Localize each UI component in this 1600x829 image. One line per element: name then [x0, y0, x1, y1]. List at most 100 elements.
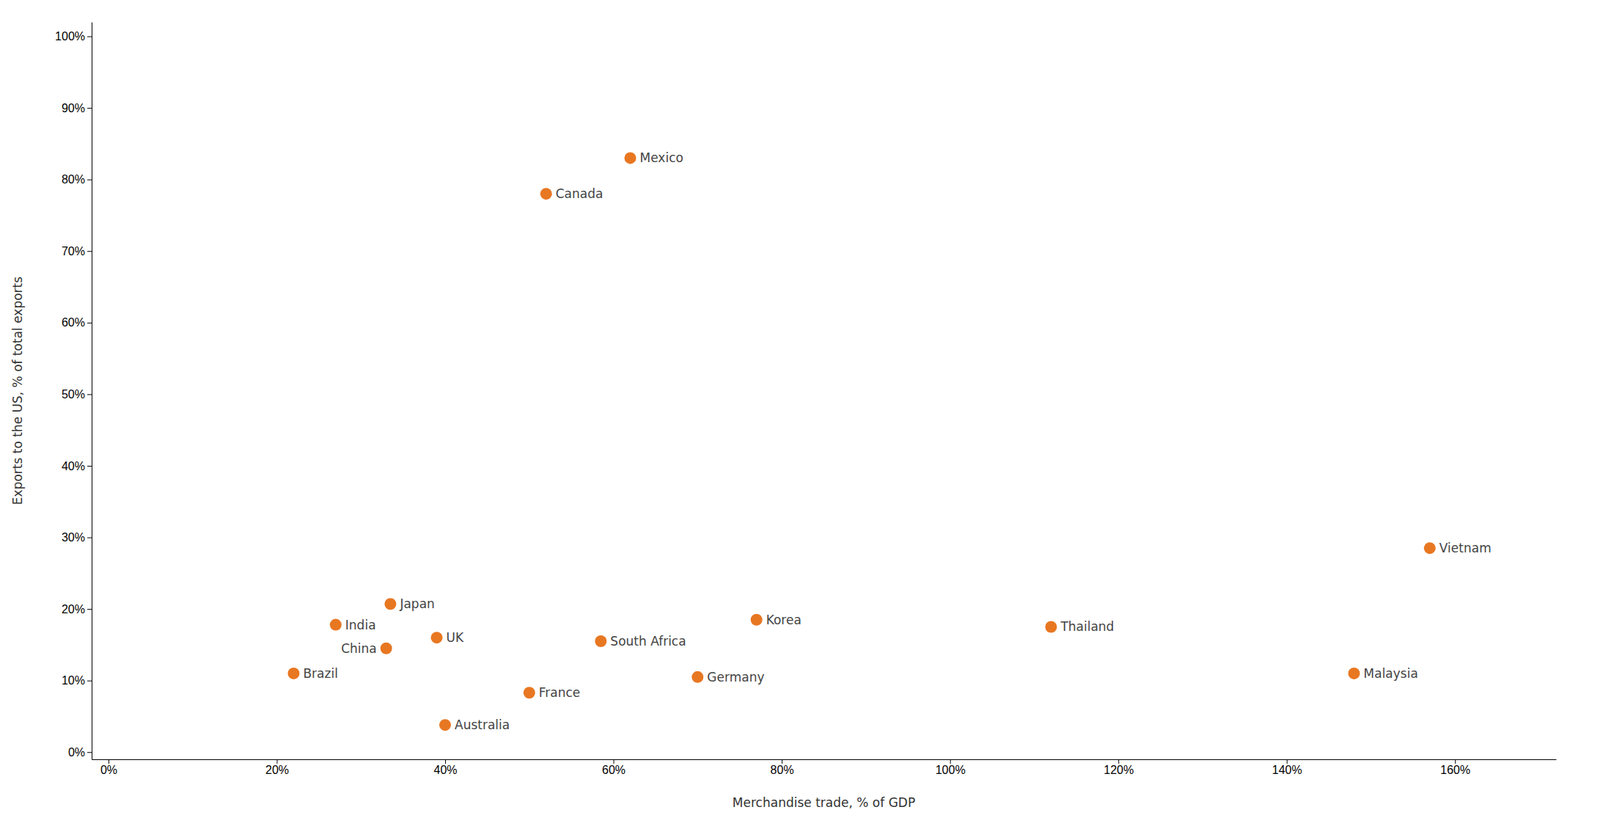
point: [594, 635, 607, 647]
point-label: Canada: [555, 186, 604, 201]
point-label: Brazil: [302, 665, 338, 681]
x-tick-mark: [950, 758, 952, 764]
point-label: India: [345, 617, 377, 633]
point-label: UK: [446, 629, 465, 645]
point-label: Vietnam: [1439, 540, 1492, 556]
x-tick: 60%: [602, 758, 626, 776]
point: [691, 670, 704, 683]
y-tick-label: 90%: [61, 101, 86, 115]
x-axis-title: Merchandise trade, % of GDP: [732, 794, 916, 810]
point-label: France: [538, 684, 581, 700]
y-tick-mark: [87, 36, 92, 38]
point-label: China: [340, 640, 377, 656]
x-tick-label: 60%: [602, 763, 626, 776]
x-tick-label: 40%: [434, 763, 458, 776]
y-tick-mark: [87, 680, 92, 682]
y-tick-mark: [87, 393, 92, 395]
x-tick-mark: [1118, 758, 1119, 764]
y-tick-label: 30%: [61, 530, 86, 544]
y-tick-label: 20%: [61, 602, 86, 616]
y-axis-line: [91, 22, 93, 760]
y-axis-title: Exports to the US, % of total exports: [10, 276, 25, 505]
x-tick-label: 80%: [770, 763, 795, 776]
y-tick-label: 50%: [61, 387, 86, 401]
y-tick: 20%: [61, 602, 92, 616]
x-axis-line: [92, 758, 1557, 760]
point-labels: Mexico Canada Vietnam India Japan UK South Afr…: [302, 150, 1491, 732]
y-tick-label: 60%: [61, 316, 86, 329]
x-tick-mark: [1454, 758, 1456, 764]
point: [329, 618, 342, 631]
point: [439, 718, 451, 731]
y-tick: 0%: [68, 745, 92, 759]
y-tick: 40%: [61, 459, 92, 473]
y-tick: 10%: [61, 673, 92, 687]
y-tick-mark: [87, 107, 92, 109]
point: [431, 631, 443, 644]
point: [1348, 667, 1361, 680]
point-label: Australia: [454, 717, 510, 732]
y-axis: 0% 10% 20% 30% 40% 50% 60% 70% 80% 90% 100%: [54, 22, 92, 760]
x-tick-label: 140%: [1272, 763, 1303, 776]
x-tick: 80%: [770, 758, 795, 776]
x-tick-label: 0%: [100, 763, 118, 776]
point: [380, 642, 393, 655]
y-tick-mark: [87, 179, 92, 181]
point-label: Germany: [706, 669, 765, 685]
point-label: Mexico: [640, 150, 684, 165]
x-tick: 120%: [1103, 758, 1134, 776]
point-label: South Africa: [610, 633, 686, 649]
y-tick: 70%: [61, 244, 92, 258]
x-tick: 100%: [935, 758, 966, 776]
point: [750, 613, 763, 626]
x-tick-label: 100%: [935, 763, 966, 776]
point-label: Japan: [398, 596, 435, 611]
y-tick: 90%: [61, 101, 92, 115]
plot: 0% 20% 40% 60% 80% 100% 120% 140% 160% 0% 10% 20% 30…: [10, 22, 1557, 811]
point: [1424, 541, 1436, 554]
x-tick-label: 120%: [1103, 763, 1134, 776]
x-tick: 140%: [1272, 758, 1303, 776]
x-tick-mark: [445, 758, 446, 764]
x-tick-mark: [108, 758, 110, 764]
y-tick-label: 40%: [61, 459, 86, 473]
y-tick-mark: [87, 751, 92, 753]
point-label: Thailand: [1059, 618, 1114, 634]
y-tick-mark: [87, 465, 92, 467]
point: [384, 597, 396, 610]
y-tick-label: 80%: [61, 173, 86, 186]
y-tick-label: 10%: [61, 673, 86, 687]
x-tick: 20%: [265, 758, 289, 776]
point-label: Korea: [766, 612, 802, 627]
y-tick: 50%: [61, 387, 92, 401]
x-tick-mark: [781, 758, 783, 764]
x-tick-mark: [1286, 758, 1288, 764]
y-tick-label: 100%: [54, 30, 86, 43]
point-label: Malaysia: [1363, 665, 1419, 681]
x-tick: 160%: [1440, 758, 1471, 776]
chart: 0% 20% 40% 60% 80% 100% 120% 140% 160% 0% 10% 20% 30…: [0, 0, 1600, 829]
y-tick-label: 70%: [61, 244, 86, 258]
y-tick: 60%: [61, 316, 92, 329]
x-tick-label: 20%: [265, 763, 289, 776]
x-tick-mark: [613, 758, 615, 764]
y-tick: 80%: [61, 173, 92, 186]
point: [287, 667, 300, 680]
y-tick-label: 0%: [68, 745, 86, 759]
point: [540, 187, 553, 200]
x-axis: 0% 20% 40% 60% 80% 100% 120% 140% 160%: [92, 758, 1557, 776]
x-tick: 0%: [100, 758, 118, 776]
x-tick-label: 160%: [1440, 763, 1471, 776]
point: [523, 686, 536, 699]
point: [1044, 620, 1057, 633]
x-tick-mark: [276, 758, 278, 764]
y-tick-mark: [87, 322, 92, 324]
y-tick-mark: [87, 537, 92, 539]
point: [624, 151, 637, 164]
y-tick-mark: [87, 608, 92, 610]
x-tick: 40%: [434, 758, 458, 776]
points: [287, 151, 1436, 731]
y-tick: 100%: [54, 30, 92, 43]
y-tick: 30%: [61, 530, 92, 544]
y-tick-mark: [87, 250, 92, 252]
